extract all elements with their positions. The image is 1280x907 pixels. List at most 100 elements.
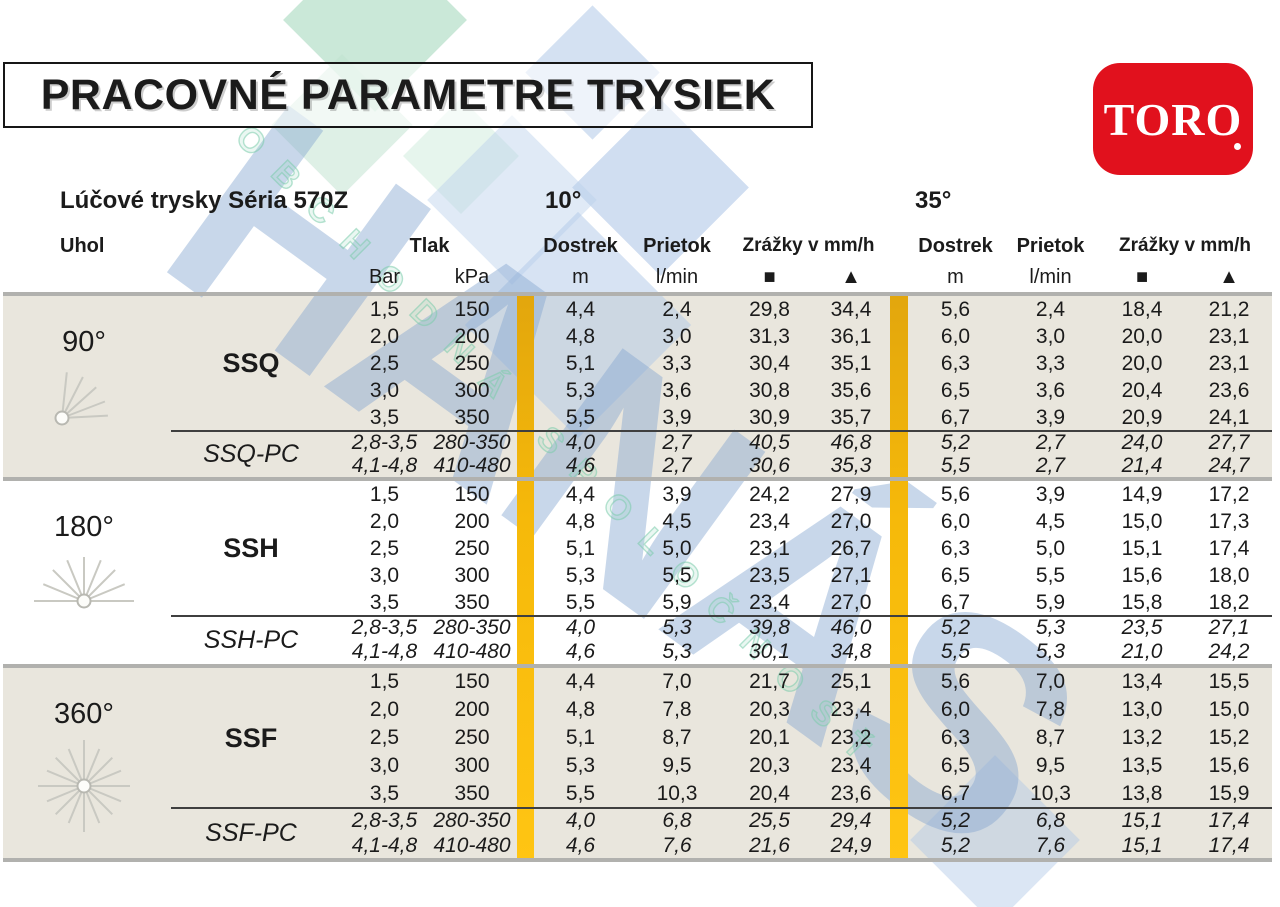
cell-d35: 6,5	[940, 379, 971, 403]
cell-d35: 6,7	[940, 590, 971, 614]
col-header-dostrek-10: Dostrek	[543, 234, 618, 257]
cell-p35: 7,8	[1035, 698, 1066, 721]
cell-p35: 5,3	[1035, 616, 1066, 639]
cell-zs10: 30,9	[749, 406, 790, 430]
cell-bar: 3,5	[369, 406, 400, 430]
cell-kpa: 300	[454, 379, 490, 403]
cell-p35: 3,6	[1035, 379, 1066, 403]
cell-zt10: 27,0	[830, 509, 872, 533]
cell-d35: 6,7	[940, 782, 971, 805]
col-header-dostrek-35: Dostrek	[918, 234, 993, 257]
cell-zs35: 13,8	[1121, 782, 1163, 805]
spray-pattern-90-icon	[52, 366, 116, 431]
pc-row-divider	[171, 430, 1272, 432]
cell-p35: 5,5	[1035, 563, 1066, 587]
cell-d10: 4,6	[565, 640, 596, 663]
page-title-box: PRACOVNÉ PARAMETRE TRYSIEK	[3, 62, 813, 128]
cell-d35: 6,7	[940, 406, 971, 430]
cell-p35: 2,7	[1035, 431, 1066, 455]
cell-d10: 4,8	[565, 698, 596, 721]
cell-p10: 7,0	[662, 670, 692, 693]
cell-p10: 4,5	[662, 509, 692, 533]
cell-p35: 5,3	[1035, 640, 1066, 663]
toro-logo: TORO	[1093, 63, 1253, 175]
cell-p10: 3,9	[662, 406, 692, 430]
triangle-marker-icon: ▲	[1219, 265, 1239, 288]
cell-zt35: 21,2	[1208, 297, 1250, 321]
cell-bar: 3,5	[369, 782, 400, 805]
cell-zt35: 24,2	[1208, 640, 1250, 663]
group-label-35: 35°	[915, 187, 952, 214]
cell-zs10: 30,1	[749, 640, 790, 663]
cell-p35: 5,9	[1035, 590, 1066, 614]
cell-d35: 5,6	[940, 297, 971, 321]
cell-bar: 3,0	[369, 563, 400, 587]
cell-d10: 5,5	[565, 590, 596, 614]
toro-logo-text: TORO	[1103, 93, 1243, 145]
cell-zt10: 35,1	[830, 351, 872, 375]
cell-d10: 5,5	[565, 782, 596, 805]
cell-zt35: 17,3	[1208, 509, 1250, 533]
unit-lmin-35: l/min	[1029, 265, 1072, 288]
col-header-prietok-10: Prietok	[643, 234, 711, 257]
cell-bar: 3,5	[369, 590, 400, 614]
cell-zt10: 35,7	[830, 406, 872, 430]
cell-p10: 5,9	[662, 590, 692, 614]
unit-kpa: kPa	[454, 265, 490, 288]
cell-zs10: 23,4	[749, 590, 790, 614]
cell-zs10: 20,3	[749, 754, 790, 777]
cell-p10: 5,3	[662, 616, 692, 639]
cell-zt10: 27,9	[830, 482, 872, 506]
cell-kpa: 410-480	[433, 640, 511, 663]
cell-p35: 7,6	[1035, 833, 1066, 857]
cell-zt35: 15,9	[1208, 782, 1250, 805]
spray-pattern-360-icon	[36, 738, 132, 839]
cell-bar: 2,0	[369, 698, 400, 721]
cell-kpa: 300	[454, 563, 490, 587]
cell-bar: 2,5	[369, 536, 400, 560]
cell-d10: 4,6	[565, 833, 596, 857]
cell-d35: 5,2	[940, 616, 971, 639]
cell-p10: 3,0	[662, 324, 692, 348]
nozzle-pc-label: SSF-PC	[205, 818, 297, 847]
cell-d10: 5,3	[565, 754, 596, 777]
cell-bar: 2,8-3,5	[351, 431, 418, 455]
cell-zt35: 17,2	[1208, 482, 1250, 506]
series-label: Lúčové trysky Séria 570Z	[60, 187, 349, 214]
cell-zs35: 13,2	[1121, 726, 1163, 749]
col-header-zrazky-35: Zrážky v mm/h	[1119, 235, 1251, 256]
page-title: PRACOVNÉ PARAMETRE TRYSIEK	[40, 70, 776, 119]
cell-zs35: 13,4	[1121, 670, 1163, 693]
cell-zt35: 17,4	[1208, 833, 1250, 857]
angle-cell: 180°	[8, 481, 160, 664]
units-header-row: Bar kPa m l/min ■ ▲ m l/min ■ ▲	[8, 262, 1272, 292]
cell-kpa: 250	[454, 351, 490, 375]
cell-bar: 4,1-4,8	[351, 640, 418, 663]
cell-bar: 3,0	[369, 379, 400, 403]
square-marker-icon: ■	[763, 265, 776, 288]
yellow-divider-stripe	[890, 292, 908, 862]
unit-m-35: m	[947, 265, 964, 288]
cell-p35: 7,0	[1035, 670, 1066, 693]
cell-p10: 2,7	[662, 431, 692, 455]
cell-zs35: 15,1	[1121, 808, 1163, 832]
cell-zt35: 23,6	[1208, 379, 1250, 403]
cell-zt35: 17,4	[1208, 808, 1250, 832]
col-header-zrazky-10: Zrážky v mm/h	[742, 235, 875, 256]
table-section-ssf: 360° SSF SSF-PC 1,5 150 4,4 7,0 21,7 25,1 5,6 7…	[8, 668, 1272, 858]
angle-cell: 90°	[8, 296, 160, 477]
cell-d35: 5,2	[940, 431, 971, 455]
cell-zs10: 25,5	[749, 808, 790, 832]
cell-d10: 4,4	[565, 670, 596, 693]
cell-bar: 4,1-4,8	[351, 453, 418, 477]
cell-zs10: 29,8	[749, 297, 790, 321]
cell-zt10: 24,9	[830, 833, 872, 857]
col-header-uhol: Uhol	[60, 234, 105, 257]
cell-p10: 5,0	[662, 536, 692, 560]
angle-label: 360°	[54, 698, 114, 730]
cell-p35: 3,9	[1035, 406, 1066, 430]
cell-kpa: 410-480	[433, 833, 511, 857]
cell-bar: 2,8-3,5	[351, 616, 418, 639]
cell-zt10: 26,7	[830, 536, 872, 560]
